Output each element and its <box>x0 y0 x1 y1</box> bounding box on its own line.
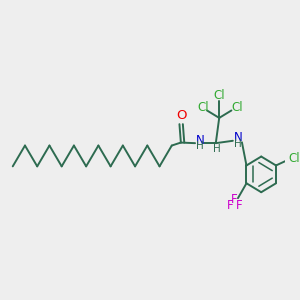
Text: N: N <box>234 131 242 144</box>
Text: H: H <box>234 139 242 149</box>
Text: Cl: Cl <box>231 101 243 114</box>
Text: Cl: Cl <box>289 152 300 164</box>
Text: H: H <box>196 140 204 151</box>
Text: H: H <box>213 143 221 154</box>
Text: Cl: Cl <box>213 89 225 102</box>
Text: F: F <box>236 199 243 212</box>
Text: N: N <box>196 134 205 147</box>
Text: F: F <box>227 199 233 212</box>
Text: O: O <box>176 109 186 122</box>
Text: Cl: Cl <box>197 101 209 114</box>
Text: F: F <box>231 193 238 206</box>
